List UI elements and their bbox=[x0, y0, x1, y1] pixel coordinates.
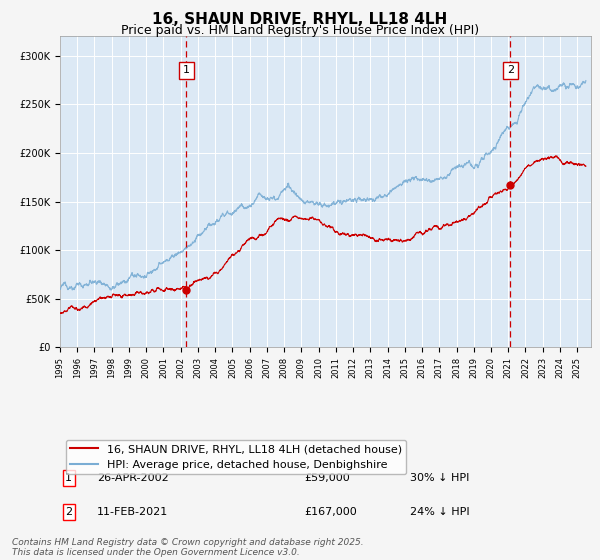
Text: 30% ↓ HPI: 30% ↓ HPI bbox=[410, 473, 470, 483]
Legend: 16, SHAUN DRIVE, RHYL, LL18 4LH (detached house), HPI: Average price, detached h: 16, SHAUN DRIVE, RHYL, LL18 4LH (detache… bbox=[65, 440, 406, 474]
Text: 2: 2 bbox=[507, 66, 514, 76]
Text: 24% ↓ HPI: 24% ↓ HPI bbox=[410, 507, 470, 517]
Text: 11-FEB-2021: 11-FEB-2021 bbox=[97, 507, 169, 517]
Text: £59,000: £59,000 bbox=[304, 473, 350, 483]
Text: £167,000: £167,000 bbox=[304, 507, 357, 517]
Text: Price paid vs. HM Land Registry's House Price Index (HPI): Price paid vs. HM Land Registry's House … bbox=[121, 24, 479, 36]
Text: Contains HM Land Registry data © Crown copyright and database right 2025.
This d: Contains HM Land Registry data © Crown c… bbox=[12, 538, 364, 557]
Text: 26-APR-2002: 26-APR-2002 bbox=[97, 473, 169, 483]
Text: 1: 1 bbox=[65, 473, 73, 483]
Text: 1: 1 bbox=[182, 66, 190, 76]
Text: 2: 2 bbox=[65, 507, 73, 517]
Text: 16, SHAUN DRIVE, RHYL, LL18 4LH: 16, SHAUN DRIVE, RHYL, LL18 4LH bbox=[152, 12, 448, 27]
